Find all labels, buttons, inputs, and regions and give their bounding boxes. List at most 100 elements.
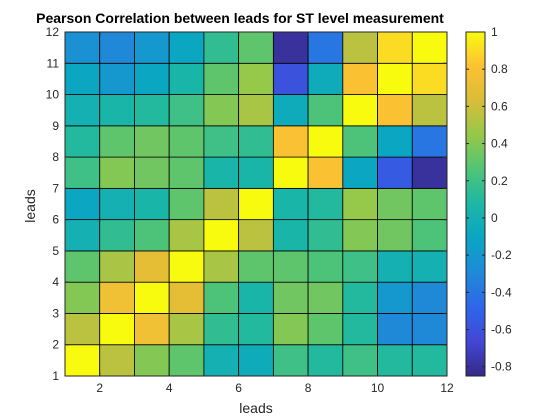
heatmap-cell: [168, 313, 205, 346]
heatmap-cell: [203, 94, 240, 127]
heatmap-cell: [64, 156, 101, 189]
heatmap-cell: [64, 313, 101, 346]
colorbar-tick-label: -0.2: [491, 248, 512, 262]
heatmap-cell: [99, 156, 135, 189]
heatmap-cell: [307, 219, 344, 252]
colorbar-tick-label: 0.2: [491, 174, 508, 188]
heatmap-cell: [342, 187, 378, 221]
heatmap-cell: [99, 94, 135, 127]
heatmap-cell: [203, 344, 240, 377]
heatmap-cell: [272, 219, 309, 252]
heatmap-cell: [307, 31, 344, 64]
heatmap-cell: [272, 344, 309, 377]
colorbar-tick-label: 1: [491, 25, 498, 39]
heatmap-cell: [342, 62, 378, 95]
heatmap-cell: [272, 250, 309, 283]
heatmap-cell: [203, 62, 240, 95]
heatmap-cell: [99, 31, 135, 64]
heatmap-cell: [64, 125, 101, 158]
heatmap-cell: [272, 187, 309, 221]
heatmap-cell: [342, 31, 378, 64]
heatmap-cell: [134, 250, 170, 283]
heatmap-cell: [203, 31, 240, 64]
heatmap-cell: [377, 313, 413, 346]
heatmap-cell: [272, 125, 309, 158]
heatmap-cell: [134, 187, 170, 221]
x-tick-label: 4: [166, 381, 173, 395]
heatmap-cell: [411, 94, 448, 127]
x-axis-label: leads: [239, 400, 272, 416]
heatmap-cell: [134, 31, 170, 64]
heatmap-cell: [99, 344, 135, 377]
y-axis-label: leads: [22, 189, 38, 222]
heatmap-cell: [342, 156, 378, 189]
heatmap-cell: [134, 94, 170, 127]
heatmap-cell: [411, 250, 448, 283]
y-tick-label: 10: [46, 88, 60, 102]
heatmap-cell: [134, 156, 170, 189]
heatmap-cell: [238, 219, 274, 252]
heatmap-cell: [307, 344, 344, 377]
heatmap-cell: [377, 125, 413, 158]
heatmap-cell: [238, 313, 274, 346]
heatmap-cell: [64, 250, 101, 283]
heatmap-cell: [307, 125, 344, 158]
heatmap-cell: [411, 187, 448, 221]
heatmap-cell: [168, 250, 205, 283]
x-tick-label: 10: [371, 381, 385, 395]
y-tick-label: 4: [52, 275, 59, 289]
heatmap-cell: [377, 250, 413, 283]
heatmap-cell: [238, 344, 274, 377]
x-axis-ticks: 2 4 6 8 10 12: [96, 32, 454, 395]
heatmap-cell: [99, 62, 135, 95]
heatmap-cell: [238, 187, 274, 221]
heatmap-cell: [411, 219, 448, 252]
plot-frame: [64, 31, 448, 377]
heatmap-cell: [64, 281, 101, 314]
heatmap-cell: [377, 344, 413, 377]
heatmap-cell: [203, 281, 240, 314]
heatmap-cell: [272, 281, 309, 314]
colorbar-tick-label: -0.8: [491, 360, 512, 374]
heatmap-cell: [168, 219, 205, 252]
x-tick-label: 6: [235, 381, 242, 395]
heatmap-cell: [307, 62, 344, 95]
heatmap-cell: [168, 187, 205, 221]
heatmap-cell: [377, 31, 413, 64]
heatmap-cell: [411, 156, 448, 189]
heatmap-cell: [272, 31, 309, 64]
heatmap-cell: [307, 313, 344, 346]
colorbar-tick-label: 0: [491, 211, 498, 225]
heatmap-cell: [134, 313, 170, 346]
colorbar-ticks: 1 0.8 0.6 0.4 0.2 0 -0.2 -0.4 -0.6 -0.8: [466, 25, 512, 374]
heatmap-cell: [99, 187, 135, 221]
heatmap-cell: [203, 313, 240, 346]
y-tick-label: 2: [52, 338, 59, 352]
y-tick-label: 6: [52, 213, 59, 227]
colorbar-tick-label: -0.6: [491, 323, 512, 337]
heatmap-cell: [64, 31, 101, 64]
heatmap-cell: [134, 62, 170, 95]
heatmap-cell: [377, 219, 413, 252]
y-tick-label: 9: [52, 119, 59, 133]
heatmap-cell: [203, 187, 240, 221]
heatmap-cell: [307, 187, 344, 221]
x-tick-label: 2: [96, 381, 103, 395]
heatmap-cell: [238, 125, 274, 158]
heatmap-cell: [411, 62, 448, 95]
heatmap-cell: [342, 250, 378, 283]
heatmap-cell: [411, 313, 448, 346]
heatmap-cell: [342, 219, 378, 252]
heatmap-cell: [168, 125, 205, 158]
colorbar-tick-label: 0.4: [491, 137, 508, 151]
heatmap-cell: [272, 156, 309, 189]
heatmap-cell: [411, 281, 448, 314]
x-tick-label: 8: [305, 381, 312, 395]
heatmap-cell: [168, 31, 205, 64]
y-tick-label: 11: [47, 56, 60, 70]
chart-title: Pearson Correlation between leads for ST…: [36, 10, 444, 26]
heatmap-cell: [134, 219, 170, 252]
heatmap-cell: [134, 125, 170, 158]
